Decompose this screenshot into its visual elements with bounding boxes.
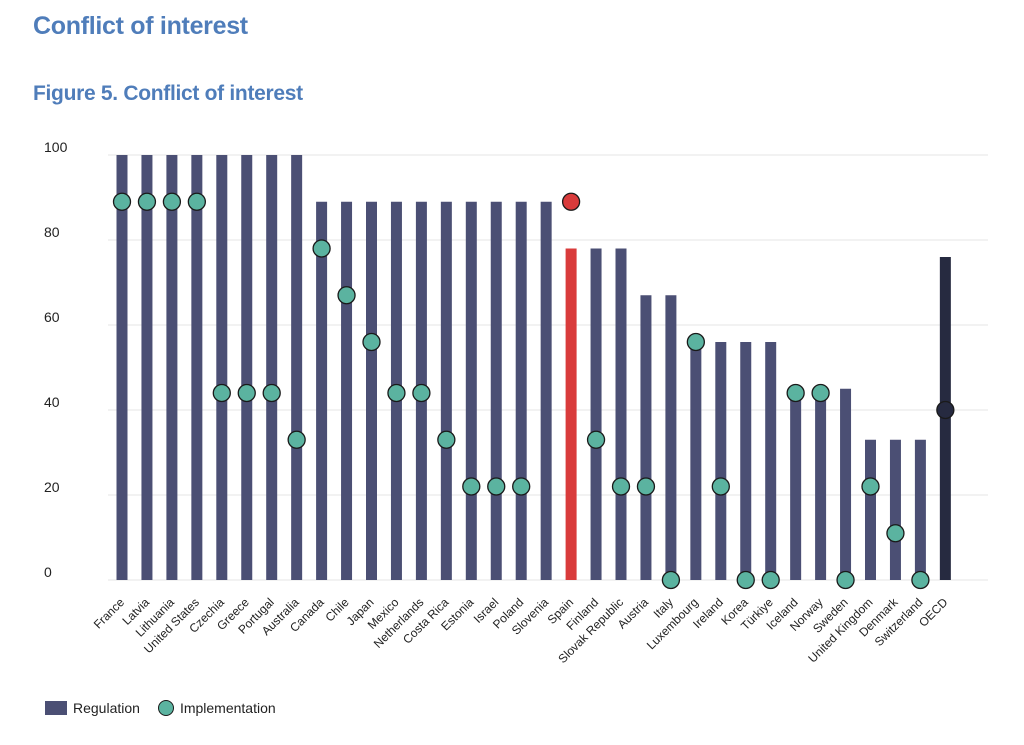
y-tick-label: 0 <box>44 564 52 580</box>
x-tick-label: France <box>91 595 128 632</box>
implementation-marker <box>512 477 531 496</box>
implementation-marker <box>387 383 406 403</box>
implementation-marker <box>137 192 157 211</box>
implementation-marker <box>811 383 830 403</box>
regulation-bar <box>291 155 303 580</box>
regulation-bar <box>540 201 552 580</box>
regulation-bar <box>440 201 452 580</box>
implementation-marker <box>861 477 880 496</box>
implementation-marker <box>761 570 780 590</box>
implementation-marker <box>412 383 431 403</box>
implementation-marker <box>462 477 481 496</box>
regulation-bar <box>640 295 652 580</box>
regulation-bar <box>740 342 752 580</box>
implementation-marker <box>212 383 231 403</box>
y-tick-label: 40 <box>44 394 60 410</box>
implementation-marker <box>786 383 805 403</box>
conflict-of-interest-chart: 020406080100FranceLatviaLithuaniaUnited … <box>44 139 988 666</box>
implementation-marker <box>162 192 182 211</box>
regulation-bar <box>191 155 203 580</box>
implementation-marker <box>936 400 955 420</box>
implementation-marker <box>312 239 331 258</box>
y-tick-label: 20 <box>44 479 60 495</box>
regulation-bar <box>141 155 153 580</box>
implementation-marker <box>561 192 581 211</box>
regulation-bar <box>515 201 527 580</box>
regulation-bar <box>790 388 802 580</box>
implementation-marker <box>661 570 681 590</box>
implementation-marker <box>337 286 356 305</box>
implementation-marker <box>711 477 730 496</box>
regulation-bar <box>765 342 777 580</box>
regulation-bar <box>690 342 702 580</box>
y-tick-label: 100 <box>44 139 68 155</box>
regulation-bar <box>490 201 502 580</box>
implementation-marker <box>886 524 905 543</box>
regulation-bar <box>840 388 852 580</box>
implementation-marker <box>437 430 456 449</box>
regulation-bar <box>715 342 727 580</box>
y-tick-label: 80 <box>44 224 60 240</box>
implementation-marker <box>262 383 281 403</box>
implementation-marker <box>586 430 606 449</box>
implementation-marker <box>736 570 755 590</box>
regulation-bar <box>465 201 477 580</box>
regulation-bar <box>665 295 677 580</box>
implementation-marker <box>611 477 631 496</box>
regulation-bar <box>366 201 377 580</box>
regulation-bar <box>615 248 627 580</box>
regulation-bar <box>241 155 253 580</box>
implementation-marker <box>112 192 132 211</box>
figure-title: Figure 5. Conflict of interest <box>33 82 303 105</box>
implementation-marker <box>487 477 506 496</box>
regulation-bar <box>914 439 926 580</box>
regulation-bar <box>565 248 577 580</box>
regulation-bar <box>815 388 827 580</box>
y-tick-label: 60 <box>44 309 60 325</box>
regulation-bar <box>590 248 602 580</box>
implementation-marker <box>237 383 256 403</box>
regulation-bar <box>316 201 328 580</box>
implementation-marker <box>836 570 855 590</box>
regulation-legend-label: Regulation <box>73 700 140 716</box>
implementation-legend-label: Implementation <box>179 700 276 716</box>
implementation-marker <box>911 570 930 590</box>
x-tick-label: OECD <box>916 595 951 630</box>
regulation-legend-swatch <box>45 701 67 715</box>
regulation-bar <box>166 155 178 580</box>
implementation-marker <box>362 332 381 352</box>
implementation-marker <box>686 332 705 352</box>
regulation-bar <box>341 201 353 580</box>
implementation-marker <box>636 477 656 496</box>
chart-legend: Regulation Implementation <box>45 700 276 716</box>
implementation-marker <box>187 192 207 211</box>
regulation-bar <box>865 439 876 580</box>
implementation-marker <box>287 430 306 449</box>
regulation-bar <box>889 439 901 580</box>
regulation-bar <box>266 155 278 580</box>
implementation-legend-swatch <box>157 700 174 716</box>
regulation-bar <box>116 155 128 580</box>
regulation-bar <box>216 155 228 580</box>
page-heading: Conflict of interest <box>33 12 248 40</box>
